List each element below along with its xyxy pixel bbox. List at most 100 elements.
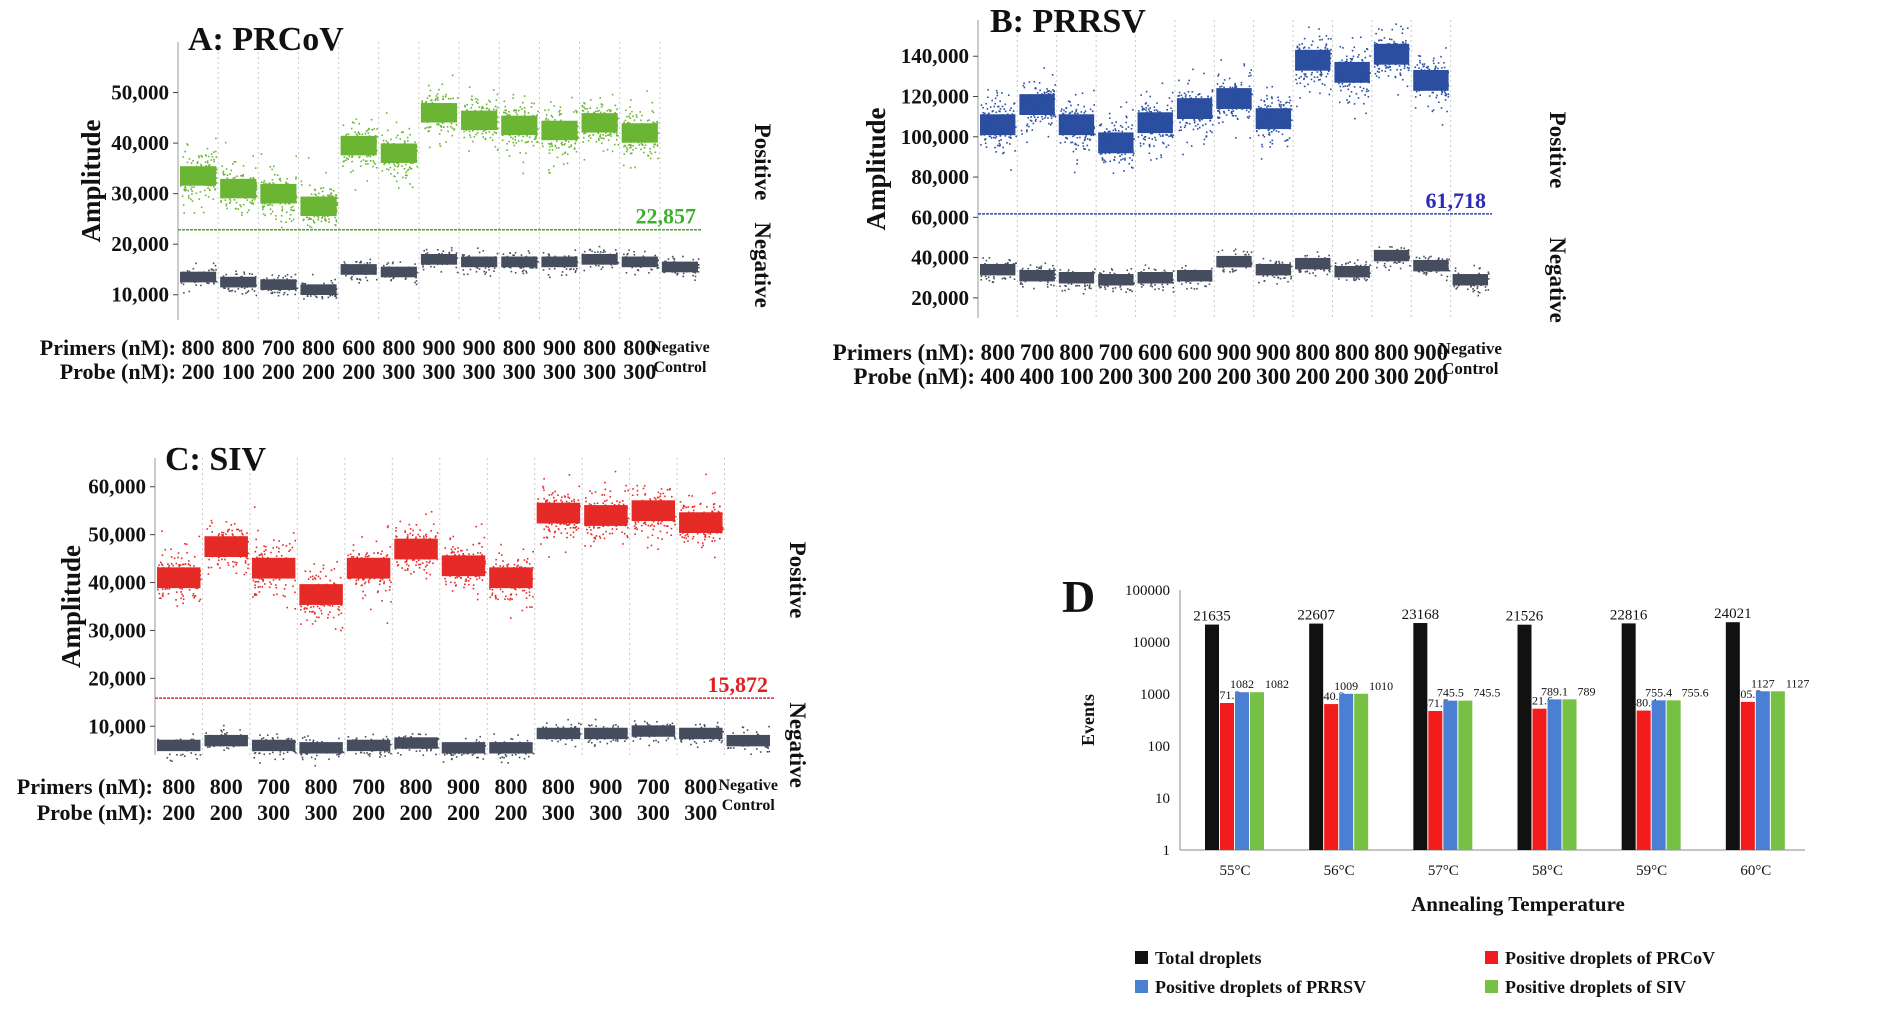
negative-droplet <box>1130 267 1133 270</box>
positive-droplet <box>544 137 547 139</box>
negative-droplet <box>342 267 345 270</box>
positive-droplet <box>1128 132 1131 135</box>
positive-droplet <box>367 163 369 165</box>
negative-droplet <box>569 261 572 264</box>
negative-droplet <box>284 280 286 282</box>
positive-droplet <box>1185 121 1187 124</box>
positive-droplet <box>1013 120 1016 123</box>
positive-droplet <box>1267 133 1270 136</box>
positive-droplet <box>1146 115 1148 117</box>
negative-droplet <box>1284 274 1287 276</box>
positive-droplet <box>476 98 479 101</box>
positive-droplet <box>987 123 990 125</box>
negative-droplet <box>278 291 281 294</box>
positive-droplet <box>559 134 561 136</box>
negative-droplet <box>404 274 406 277</box>
negative-droplet <box>180 280 183 283</box>
positive-droplet <box>552 121 555 123</box>
negative-droplet <box>1299 268 1302 271</box>
negative-droplet <box>333 288 335 290</box>
positive-droplet <box>508 134 511 137</box>
positive-droplet <box>492 124 494 127</box>
positive-droplet <box>1010 130 1013 133</box>
positive-droplet <box>1249 107 1251 109</box>
negative-droplet <box>574 271 577 274</box>
positive-droplet <box>476 117 479 120</box>
negative-droplet <box>181 276 184 279</box>
negative-droplet <box>1263 264 1265 267</box>
threshold-value-label: 22,857 <box>636 204 697 229</box>
probe-value: 300 <box>423 359 456 384</box>
positive-droplet <box>598 109 600 112</box>
positive-droplet <box>547 143 550 145</box>
negative-droplet <box>365 265 367 268</box>
positive-droplet <box>553 105 555 107</box>
positive-droplet <box>195 178 197 181</box>
positive-droplet <box>1074 122 1076 125</box>
positive-droplet <box>317 209 319 212</box>
negative-droplet <box>1077 280 1080 282</box>
positive-droplet <box>1071 125 1074 127</box>
positive-droplet <box>437 99 439 101</box>
positive-droplet <box>983 134 986 136</box>
negative-droplet <box>408 272 410 275</box>
negative-droplet <box>221 285 223 288</box>
positive-droplet <box>1262 121 1265 124</box>
positive-droplet <box>1261 121 1264 123</box>
positive-droplet <box>405 156 408 159</box>
positive-droplet <box>393 155 396 157</box>
negative-droplet <box>1203 277 1206 279</box>
positive-droplet <box>285 181 287 184</box>
negative-droplet <box>1100 286 1102 288</box>
negative-droplet <box>585 255 587 257</box>
positive-droplet <box>647 154 649 157</box>
negative-droplet <box>573 262 576 265</box>
positive-droplet <box>415 145 418 148</box>
positive-droplet <box>1088 123 1091 126</box>
positive-droplet <box>641 114 643 117</box>
negative-droplet <box>235 280 237 283</box>
negative-droplet <box>596 259 599 262</box>
positive-droplet <box>991 110 994 113</box>
negative-droplet <box>669 268 672 271</box>
positive-droplet <box>1234 107 1237 109</box>
positive-droplet <box>1137 116 1140 118</box>
negative-droplet <box>1001 271 1004 274</box>
negative-droplet <box>528 252 531 254</box>
positive-droplet <box>193 212 196 214</box>
negative-droplet <box>1084 282 1086 284</box>
negative-droplet <box>437 248 439 251</box>
negative-droplet <box>583 256 585 258</box>
positive-droplet <box>187 178 190 180</box>
primers-value: 800 <box>583 335 616 360</box>
positive-droplet <box>212 179 214 182</box>
positive-droplet <box>1178 91 1181 94</box>
positive-droplet <box>1295 74 1298 76</box>
negative-droplet <box>441 263 444 266</box>
positive-droplet <box>449 104 451 106</box>
negative-droplet <box>1326 273 1329 276</box>
negative-droplet <box>266 277 268 280</box>
positive-droplet <box>407 140 409 142</box>
positive-droplet <box>254 188 257 190</box>
positive-droplet <box>266 188 269 191</box>
negative-droplet <box>212 276 215 278</box>
negative-droplet <box>1075 276 1078 278</box>
positive-droplet <box>1280 121 1282 124</box>
positive-droplet <box>403 140 406 142</box>
positive-droplet <box>1260 158 1263 160</box>
negative-droplet <box>1110 267 1113 270</box>
positive-droplet <box>1043 98 1046 100</box>
positive-droplet <box>1185 97 1187 100</box>
negative-droplet <box>997 265 999 268</box>
positive-droplet <box>541 123 544 125</box>
negative-droplet <box>481 263 484 265</box>
positive-droplet <box>651 133 654 136</box>
positive-droplet <box>601 117 603 120</box>
negative-droplet <box>182 283 185 286</box>
positive-droplet <box>1231 86 1234 89</box>
positive-droplet <box>1279 124 1282 126</box>
positive-droplet <box>264 202 267 205</box>
positive-droplet <box>229 200 232 202</box>
positive-droplet <box>1168 117 1170 120</box>
